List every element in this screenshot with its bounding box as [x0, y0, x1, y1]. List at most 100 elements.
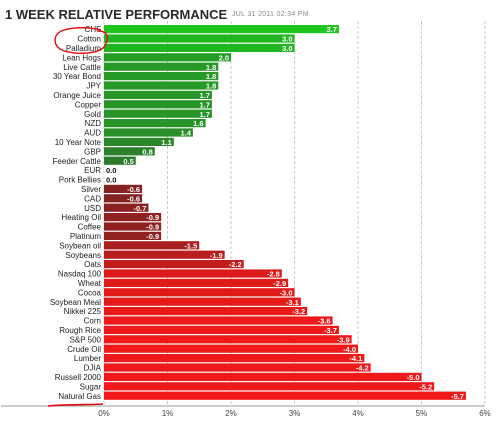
- value-label: -4.2: [356, 364, 369, 373]
- category-label: Soybean oil: [59, 241, 101, 250]
- category-label: 10 Year Note: [55, 138, 102, 147]
- value-label: 1.8: [206, 82, 216, 91]
- bar: [104, 203, 149, 212]
- category-label: DJIA: [84, 364, 102, 373]
- bar: [104, 382, 435, 391]
- x-tick-label: 6%: [479, 409, 491, 418]
- bar: [104, 119, 206, 128]
- annotations: [47, 27, 109, 407]
- category-label: Platinum: [70, 232, 101, 241]
- bars-layer: 3.73.03.02.01.81.81.81.71.71.71.61.41.10…: [104, 25, 466, 401]
- category-label: AUD: [84, 129, 101, 138]
- bar: [104, 34, 295, 43]
- bar: [104, 100, 212, 109]
- category-label: Lean Hogs: [62, 53, 101, 62]
- category-label: Heating Oil: [61, 213, 101, 222]
- value-label: -0.6: [127, 194, 140, 203]
- bar: [104, 250, 225, 259]
- x-tick-label: 0%: [98, 409, 110, 418]
- category-label: Nasdaq 100: [58, 270, 102, 279]
- value-label: 0.0: [106, 176, 116, 185]
- x-axis-ticks: 0% 1% 2% 3% 4% 5% 6%: [98, 409, 491, 418]
- value-label: -2.9: [273, 279, 286, 288]
- bar: [104, 278, 289, 287]
- bar: [104, 213, 162, 222]
- category-label: 30 Year Bond: [53, 72, 101, 81]
- bar: [104, 372, 422, 381]
- x-tick-label: 2%: [225, 409, 237, 418]
- bar: [104, 222, 162, 231]
- value-label: 0.0: [106, 166, 116, 175]
- bar: [104, 25, 339, 34]
- chart-title: 1 WEEK RELATIVE PERFORMANCE: [5, 7, 228, 22]
- category-label: Feeder Cattle: [53, 157, 102, 166]
- bar: [104, 156, 136, 165]
- value-label: -3.2: [292, 307, 305, 316]
- value-label: 2.0: [219, 53, 229, 62]
- value-label: 1.7: [200, 100, 210, 109]
- value-label: -0.9: [146, 213, 159, 222]
- category-label: EUR: [84, 166, 101, 175]
- x-tick-label: 3%: [289, 409, 301, 418]
- bar: [104, 269, 282, 278]
- value-label: 3.0: [282, 35, 292, 44]
- x-tick-label: 5%: [416, 409, 428, 418]
- category-label: GBP: [84, 147, 101, 156]
- bar: [104, 335, 352, 344]
- red-underline-annotation: [47, 403, 104, 407]
- category-label: Natural Gas: [58, 392, 101, 401]
- bar: [104, 43, 295, 52]
- category-label: Sugar: [80, 382, 102, 391]
- bar: [104, 109, 212, 118]
- value-label: -2.2: [229, 260, 242, 269]
- value-label: 1.8: [206, 72, 216, 81]
- category-label: Silver: [81, 185, 101, 194]
- category-label: Copper: [75, 100, 102, 109]
- bar: [104, 325, 339, 334]
- bar: [104, 137, 174, 146]
- bar: [104, 260, 244, 269]
- timestamp: JUL 31 2011 02:34 PM: [232, 11, 309, 18]
- value-label: 1.7: [200, 91, 210, 100]
- bar: [104, 90, 212, 99]
- bar: [104, 288, 295, 297]
- x-tick-label: 4%: [352, 409, 364, 418]
- category-label: Soybean Meal: [50, 298, 101, 307]
- value-label: -0.6: [127, 185, 140, 194]
- category-label: NZD: [85, 119, 102, 128]
- category-label: Live Cattle: [63, 63, 101, 72]
- category-label: Lumber: [74, 354, 101, 363]
- bar: [104, 231, 162, 240]
- category-label: Wheat: [78, 279, 102, 288]
- value-label: -4.1: [349, 354, 362, 363]
- x-tick-label: 1%: [162, 409, 174, 418]
- value-label: -3.1: [286, 298, 299, 307]
- bar: [104, 81, 219, 90]
- category-label: JPY: [86, 82, 101, 91]
- category-label: Russell 2000: [55, 373, 102, 382]
- category-label: Coffee: [78, 223, 102, 232]
- value-label: -3.0: [280, 288, 293, 297]
- bar: [104, 363, 371, 372]
- value-label: -0.7: [134, 204, 147, 213]
- category-label: Crude Oil: [67, 345, 101, 354]
- category-label: Oats: [84, 260, 101, 269]
- value-label: 1.1: [161, 138, 171, 147]
- bar: [104, 297, 301, 306]
- value-label: -1.5: [184, 241, 197, 250]
- value-label: 0.8: [142, 147, 152, 156]
- value-label: 1.4: [180, 129, 191, 138]
- value-label: -1.9: [210, 251, 223, 260]
- category-label: USD: [84, 204, 101, 213]
- category-label: Cotton: [77, 35, 101, 44]
- category-label: Soybeans: [65, 251, 101, 260]
- value-label: 3.0: [282, 44, 292, 53]
- red-circle-annotation: [54, 27, 109, 54]
- value-label: -4.0: [343, 345, 356, 354]
- value-label: -2.8: [267, 270, 280, 279]
- value-label: -5.2: [419, 382, 432, 391]
- bar: [104, 147, 155, 156]
- value-label: 1.7: [200, 110, 210, 119]
- value-label: -5.0: [407, 373, 420, 382]
